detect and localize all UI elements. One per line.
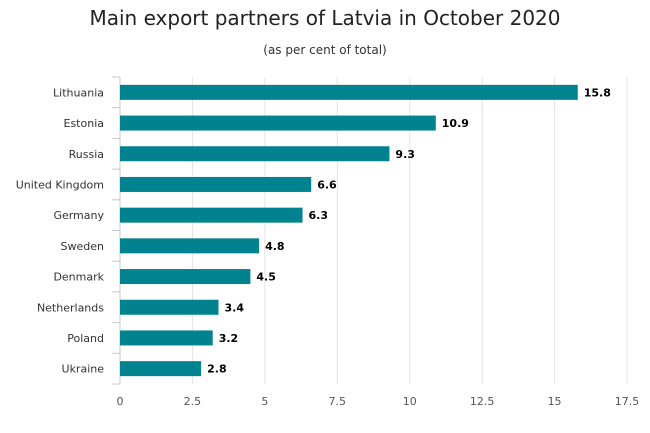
- x-tick-label: 17.5: [615, 395, 640, 408]
- bar: [120, 330, 213, 346]
- data-label: 6.3: [309, 209, 329, 222]
- category-label: Denmark: [53, 271, 104, 284]
- data-label: 9.3: [395, 148, 415, 161]
- x-tick-label: 2.5: [184, 395, 202, 408]
- data-label: 10.9: [442, 117, 469, 130]
- category-label: Lithuania: [53, 86, 104, 99]
- data-label: 15.8: [584, 86, 611, 99]
- category-label: Ukraine: [62, 363, 105, 376]
- x-tick-label: 10: [403, 395, 417, 408]
- bar: [120, 115, 436, 131]
- data-label: 2.8: [207, 363, 227, 376]
- category-label: United Kingdom: [16, 178, 104, 191]
- category-label: Sweden: [61, 240, 104, 253]
- bar: [120, 84, 578, 100]
- category-label: Poland: [67, 332, 104, 345]
- category-label: Russia: [69, 148, 104, 161]
- x-tick-label: 5: [261, 395, 268, 408]
- x-tick-label: 12.5: [470, 395, 495, 408]
- bar: [120, 176, 312, 192]
- bar: [120, 207, 303, 223]
- data-label: 6.6: [317, 178, 337, 191]
- x-tick-label: 0: [117, 395, 124, 408]
- category-label: Germany: [53, 209, 104, 222]
- data-label: 4.5: [256, 271, 276, 284]
- bar: [120, 361, 202, 377]
- bar: [120, 269, 251, 285]
- x-tick-label: 15: [548, 395, 562, 408]
- category-label: Netherlands: [37, 301, 104, 314]
- category-label: Estonia: [64, 117, 105, 130]
- bar: [120, 299, 219, 315]
- x-tick-label: 7.5: [329, 395, 347, 408]
- chart-title: Main export partners of Latvia in Octobe…: [89, 6, 561, 30]
- data-label: 3.2: [219, 332, 239, 345]
- chart-subtitle: (as per cent of total): [263, 43, 387, 57]
- data-label: 4.8: [265, 240, 285, 253]
- bar: [120, 238, 260, 254]
- data-label: 3.4: [225, 301, 245, 314]
- bar: [120, 146, 390, 162]
